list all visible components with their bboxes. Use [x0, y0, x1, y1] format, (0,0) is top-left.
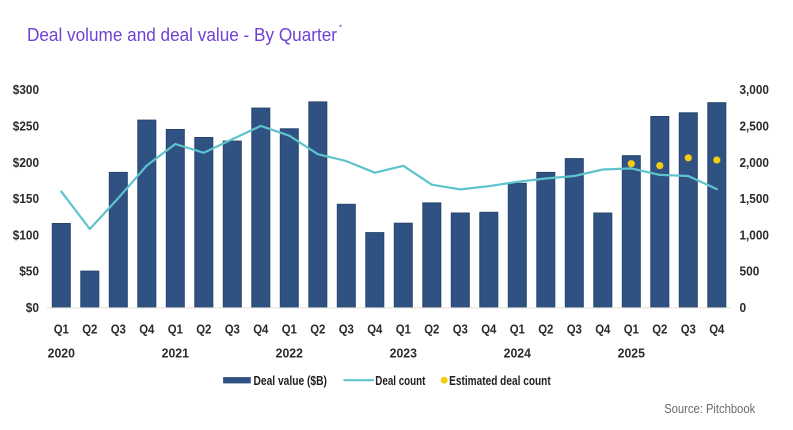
svg-text:Q1: Q1	[396, 321, 411, 336]
svg-text:$300: $300	[13, 82, 39, 97]
svg-text:2024: 2024	[504, 346, 532, 361]
svg-text:Q2: Q2	[196, 321, 211, 336]
svg-text:2023: 2023	[390, 346, 417, 361]
svg-text:Q1: Q1	[510, 321, 525, 336]
svg-text:1,000: 1,000	[740, 227, 769, 242]
svg-text:2025: 2025	[618, 346, 645, 361]
svg-text:Q4: Q4	[367, 321, 383, 336]
svg-text:Q2: Q2	[82, 321, 97, 336]
svg-text:Q2: Q2	[652, 321, 667, 336]
svg-text:$150: $150	[13, 191, 39, 206]
svg-text:Q3: Q3	[453, 321, 468, 336]
svg-text:$200: $200	[13, 155, 39, 170]
svg-text:$0: $0	[26, 300, 39, 315]
svg-text:Deal value ($B): Deal value ($B)	[254, 373, 327, 388]
svg-text:$50: $50	[19, 264, 39, 279]
svg-text:Estimated deal count: Estimated deal count	[449, 373, 551, 388]
svg-text:2,000: 2,000	[740, 155, 769, 170]
svg-text:Q4: Q4	[709, 321, 725, 336]
svg-text:Q4: Q4	[139, 321, 155, 336]
svg-text:Q3: Q3	[567, 321, 582, 336]
svg-text:Source: Pitchbook: Source: Pitchbook	[664, 401, 755, 416]
svg-text:2022: 2022	[276, 346, 303, 361]
svg-text:Q1: Q1	[282, 321, 297, 336]
svg-text:Deal volume and deal value - B: Deal volume and deal value - By Quarter *	[27, 24, 342, 46]
svg-text:Q3: Q3	[225, 321, 240, 336]
svg-text:3,000: 3,000	[740, 82, 769, 97]
svg-text:Q1: Q1	[168, 321, 183, 336]
svg-text:0: 0	[740, 300, 747, 315]
svg-text:Q4: Q4	[253, 321, 269, 336]
svg-text:Q1: Q1	[54, 321, 69, 336]
svg-text:Q1: Q1	[624, 321, 639, 336]
svg-text:$100: $100	[13, 227, 39, 242]
svg-text:Q3: Q3	[111, 321, 126, 336]
svg-text:Q4: Q4	[481, 321, 497, 336]
svg-text:2020: 2020	[48, 346, 75, 361]
svg-text:Q2: Q2	[424, 321, 439, 336]
svg-text:1,500: 1,500	[740, 191, 769, 206]
svg-text:Q2: Q2	[538, 321, 553, 336]
svg-text:$250: $250	[13, 119, 39, 134]
svg-text:Q3: Q3	[339, 321, 354, 336]
svg-text:Deal count: Deal count	[375, 373, 426, 388]
svg-text:2,500: 2,500	[740, 119, 769, 134]
svg-text:Q3: Q3	[681, 321, 696, 336]
svg-text:2021: 2021	[162, 346, 189, 361]
svg-text:500: 500	[740, 264, 760, 279]
svg-text:Q4: Q4	[595, 321, 611, 336]
svg-text:Q2: Q2	[310, 321, 325, 336]
